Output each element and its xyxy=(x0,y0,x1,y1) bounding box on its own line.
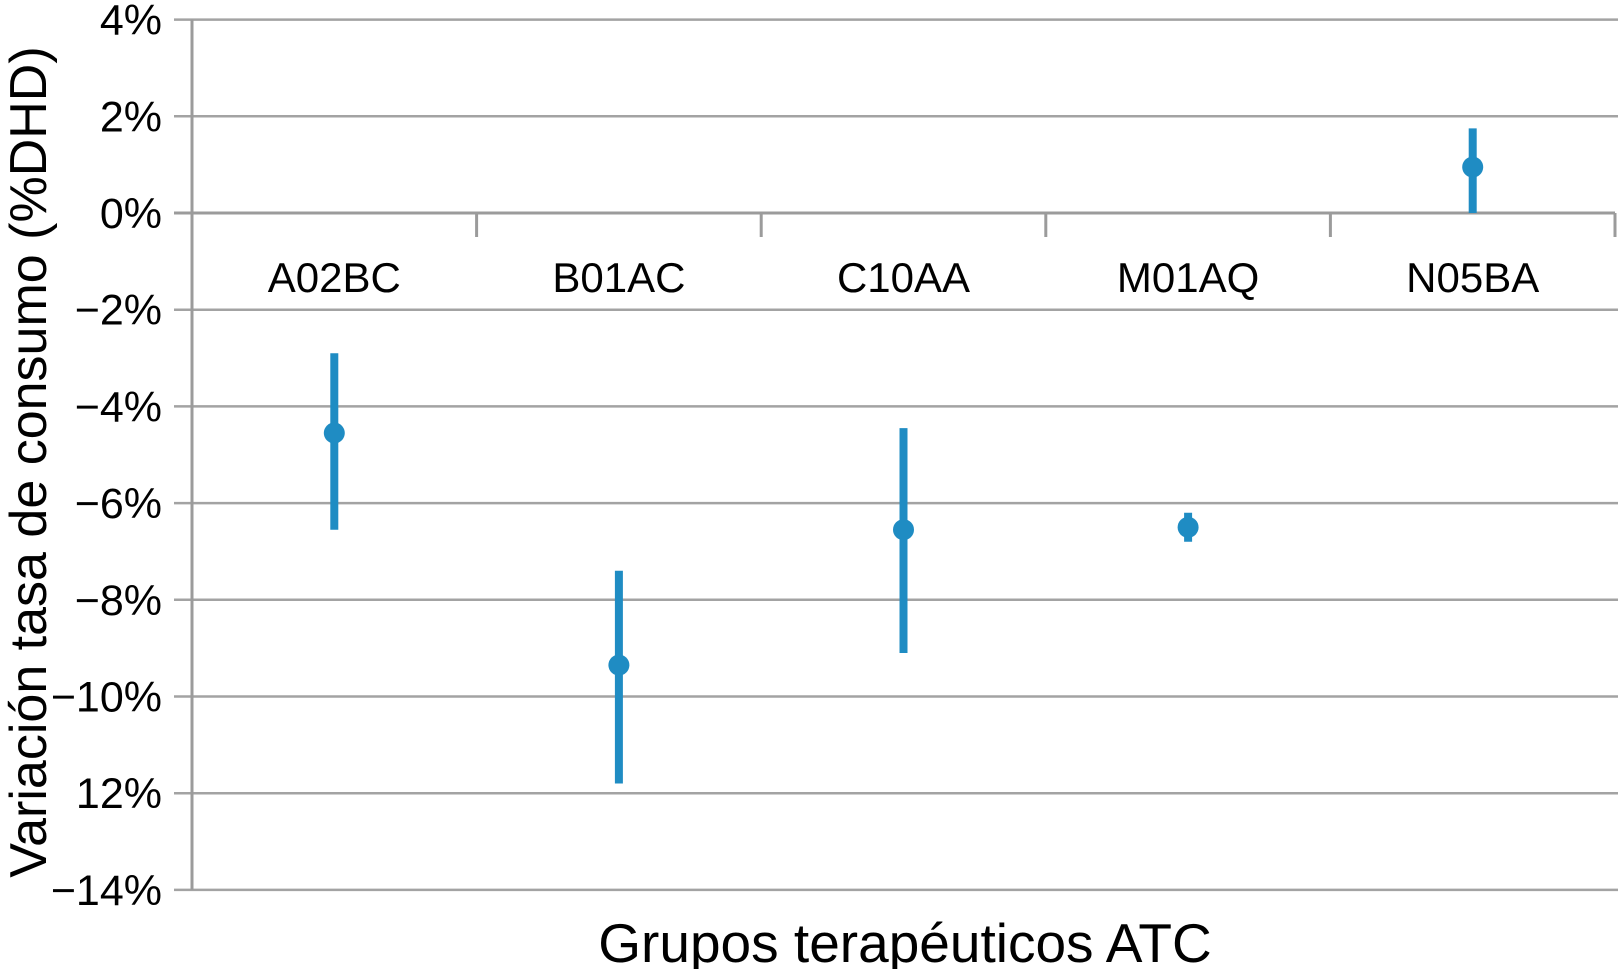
data-point xyxy=(1462,156,1484,178)
category-label: A02BC xyxy=(268,254,401,301)
category-label: N05BA xyxy=(1406,254,1539,301)
y-tick-label: −2% xyxy=(75,287,162,335)
data-point xyxy=(893,519,914,541)
y-tick-label: −8% xyxy=(75,577,162,625)
gridlines xyxy=(174,18,1618,892)
category-label: M01AQ xyxy=(1117,254,1259,301)
axes xyxy=(174,19,1617,890)
x-axis-title: Grupos terapéuticos ATC xyxy=(598,912,1211,969)
y-axis-tick-labels: 4% 2% 0% −2% −4% −6% −8% −10% 12% −14% xyxy=(51,0,162,915)
x-axis-category-labels: A02BC B01AC C10AA M01AQ N05BA xyxy=(268,254,1539,301)
y-tick-label: 4% xyxy=(100,0,162,45)
data-point xyxy=(608,654,630,676)
data-series xyxy=(323,128,1484,784)
y-tick-label: 12% xyxy=(76,770,162,818)
data-point xyxy=(323,422,345,444)
y-tick-label: −4% xyxy=(75,383,162,431)
y-axis-title: Variación tasa de consumo (%DHD) xyxy=(0,46,58,877)
y-tick-label: −14% xyxy=(51,867,162,915)
y-tick-label: −10% xyxy=(51,674,162,722)
category-label: B01AC xyxy=(552,254,685,301)
y-tick-label: 2% xyxy=(100,93,162,141)
y-tick-label: 0% xyxy=(100,190,162,238)
y-tick-label: −6% xyxy=(75,480,162,528)
data-point xyxy=(1177,516,1199,538)
category-label: C10AA xyxy=(837,254,970,301)
